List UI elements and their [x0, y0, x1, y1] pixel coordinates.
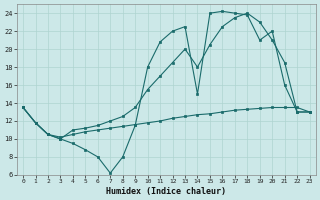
X-axis label: Humidex (Indice chaleur): Humidex (Indice chaleur) — [106, 187, 226, 196]
